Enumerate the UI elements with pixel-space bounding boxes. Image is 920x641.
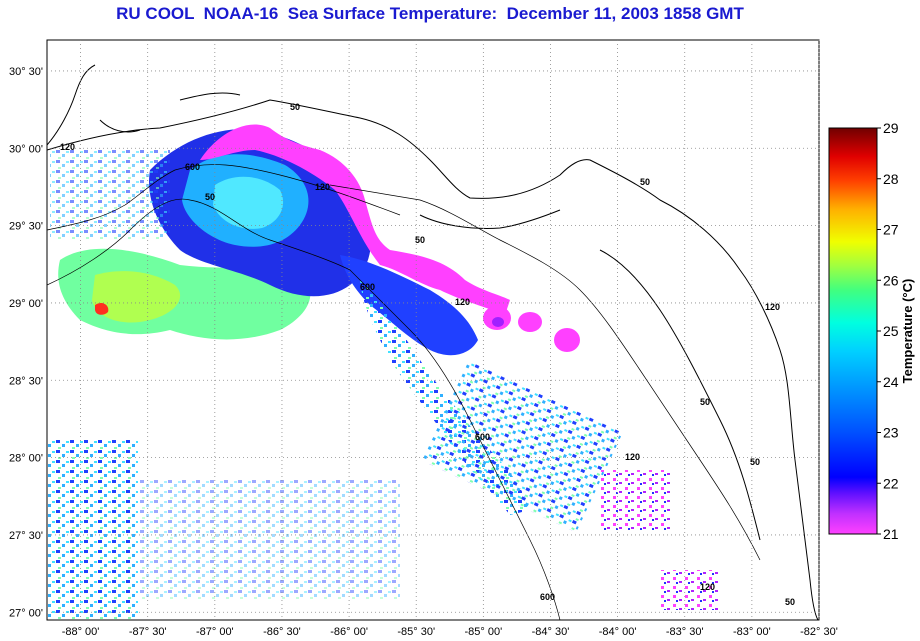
colorbar-tick-label: 27 — [883, 222, 899, 238]
contour-label: 120 — [60, 142, 75, 152]
lon-tick-label: -88° 00' — [62, 626, 100, 638]
sst-scatter-band — [422, 360, 623, 533]
lat-tick-label: 28° 30' — [9, 375, 43, 387]
colorbar-tick-label: 23 — [883, 425, 899, 441]
contour-label: 50 — [750, 457, 760, 467]
contour-label: 50 — [415, 235, 425, 245]
contour-label: 50 — [205, 192, 215, 202]
sst-scatter-band — [140, 480, 400, 600]
lat-tick-label: 30° 00' — [9, 143, 43, 155]
contour-label: 120 — [315, 182, 330, 192]
contour-label: 600 — [540, 592, 555, 602]
colorbar-tick-label: 26 — [883, 272, 899, 288]
contour-label: 50 — [785, 597, 795, 607]
sst-cold-patch — [518, 312, 542, 332]
lat-tick-label: 29° 00' — [9, 298, 43, 310]
sst-scatter-band — [600, 470, 670, 530]
contour-label: 50 — [700, 397, 710, 407]
contour-label: 120 — [765, 302, 780, 312]
colorbar-ticks: 29 28 27 26 25 24 23 22 21 — [877, 120, 899, 542]
lon-tick-label: -85° 00' — [464, 626, 502, 638]
colorbar-tick-label: 24 — [883, 374, 899, 390]
colorbar-tick-label: 28 — [883, 171, 899, 187]
contour-labels: 50 120 600 50 120 50 600 120 50 120 50 120 600 50 120 6… — [60, 102, 795, 607]
contour-label: 120 — [700, 582, 715, 592]
lat-tick-label: 27° 30' — [9, 530, 43, 542]
sst-scatter-band — [660, 570, 720, 610]
sst-cold-patch — [554, 328, 580, 352]
contour-label: 50 — [640, 177, 650, 187]
contour-label: 600 — [360, 282, 375, 292]
lon-tick-label: -86° 00' — [330, 626, 368, 638]
sst-mid-inner — [213, 176, 284, 229]
map-title: RU COOL NOAA-16 Sea Surface Temperature:… — [116, 4, 744, 23]
contour-label: 600 — [475, 432, 490, 442]
lon-tick-label: -82° 30' — [800, 626, 838, 638]
sst-cold-fringe — [200, 124, 510, 315]
sst-cold-patch — [492, 317, 504, 327]
sst-field — [48, 124, 720, 620]
map-grid — [47, 40, 820, 620]
lat-tick-label: 30° 30' — [9, 66, 43, 78]
sst-shelf-band — [340, 255, 478, 356]
colorbar — [828, 127, 878, 535]
sst-warmer-region — [92, 271, 181, 323]
lon-tick-label: -84° 00' — [599, 626, 637, 638]
sst-hot-spot — [95, 302, 109, 315]
bathymetry-contours — [47, 164, 761, 620]
colorbar-tick-label: 25 — [883, 323, 899, 339]
lat-tick-label: 27° 00' — [9, 607, 43, 619]
colorbar-tick-label: 22 — [883, 475, 899, 491]
contour-label: 120 — [625, 452, 640, 462]
lat-tick-label: 29° 30' — [9, 221, 43, 233]
lon-tick-label: -83° 30' — [666, 626, 704, 638]
contour-label: 120 — [455, 297, 470, 307]
contour-label: 600 — [185, 162, 200, 172]
colorbar-tick-label: 29 — [883, 120, 899, 136]
colorbar-tick-label: 21 — [883, 526, 899, 542]
lon-tick-label: -84° 30' — [532, 626, 570, 638]
sst-scatter-band — [48, 440, 138, 620]
longitude-axis: -88° 00' -87° 30' -87° 00' -86° 30' -86° 00'… — [62, 626, 838, 638]
lon-tick-label: -85° 30' — [397, 626, 435, 638]
lat-tick-label: 28° 00' — [9, 453, 43, 465]
lon-tick-label: -87° 30' — [129, 626, 167, 638]
colorbar-label: Temperature (°C) — [900, 279, 915, 384]
lon-tick-label: -83° 00' — [733, 626, 771, 638]
lon-tick-label: -87° 00' — [196, 626, 234, 638]
latitude-axis: 30° 30' 30° 00' 29° 30' 29° 00' 28° 30' 28° 0… — [9, 66, 43, 619]
lon-tick-label: -86° 30' — [263, 626, 301, 638]
sst-scatter-band — [50, 150, 170, 240]
contour-label: 50 — [290, 102, 300, 112]
